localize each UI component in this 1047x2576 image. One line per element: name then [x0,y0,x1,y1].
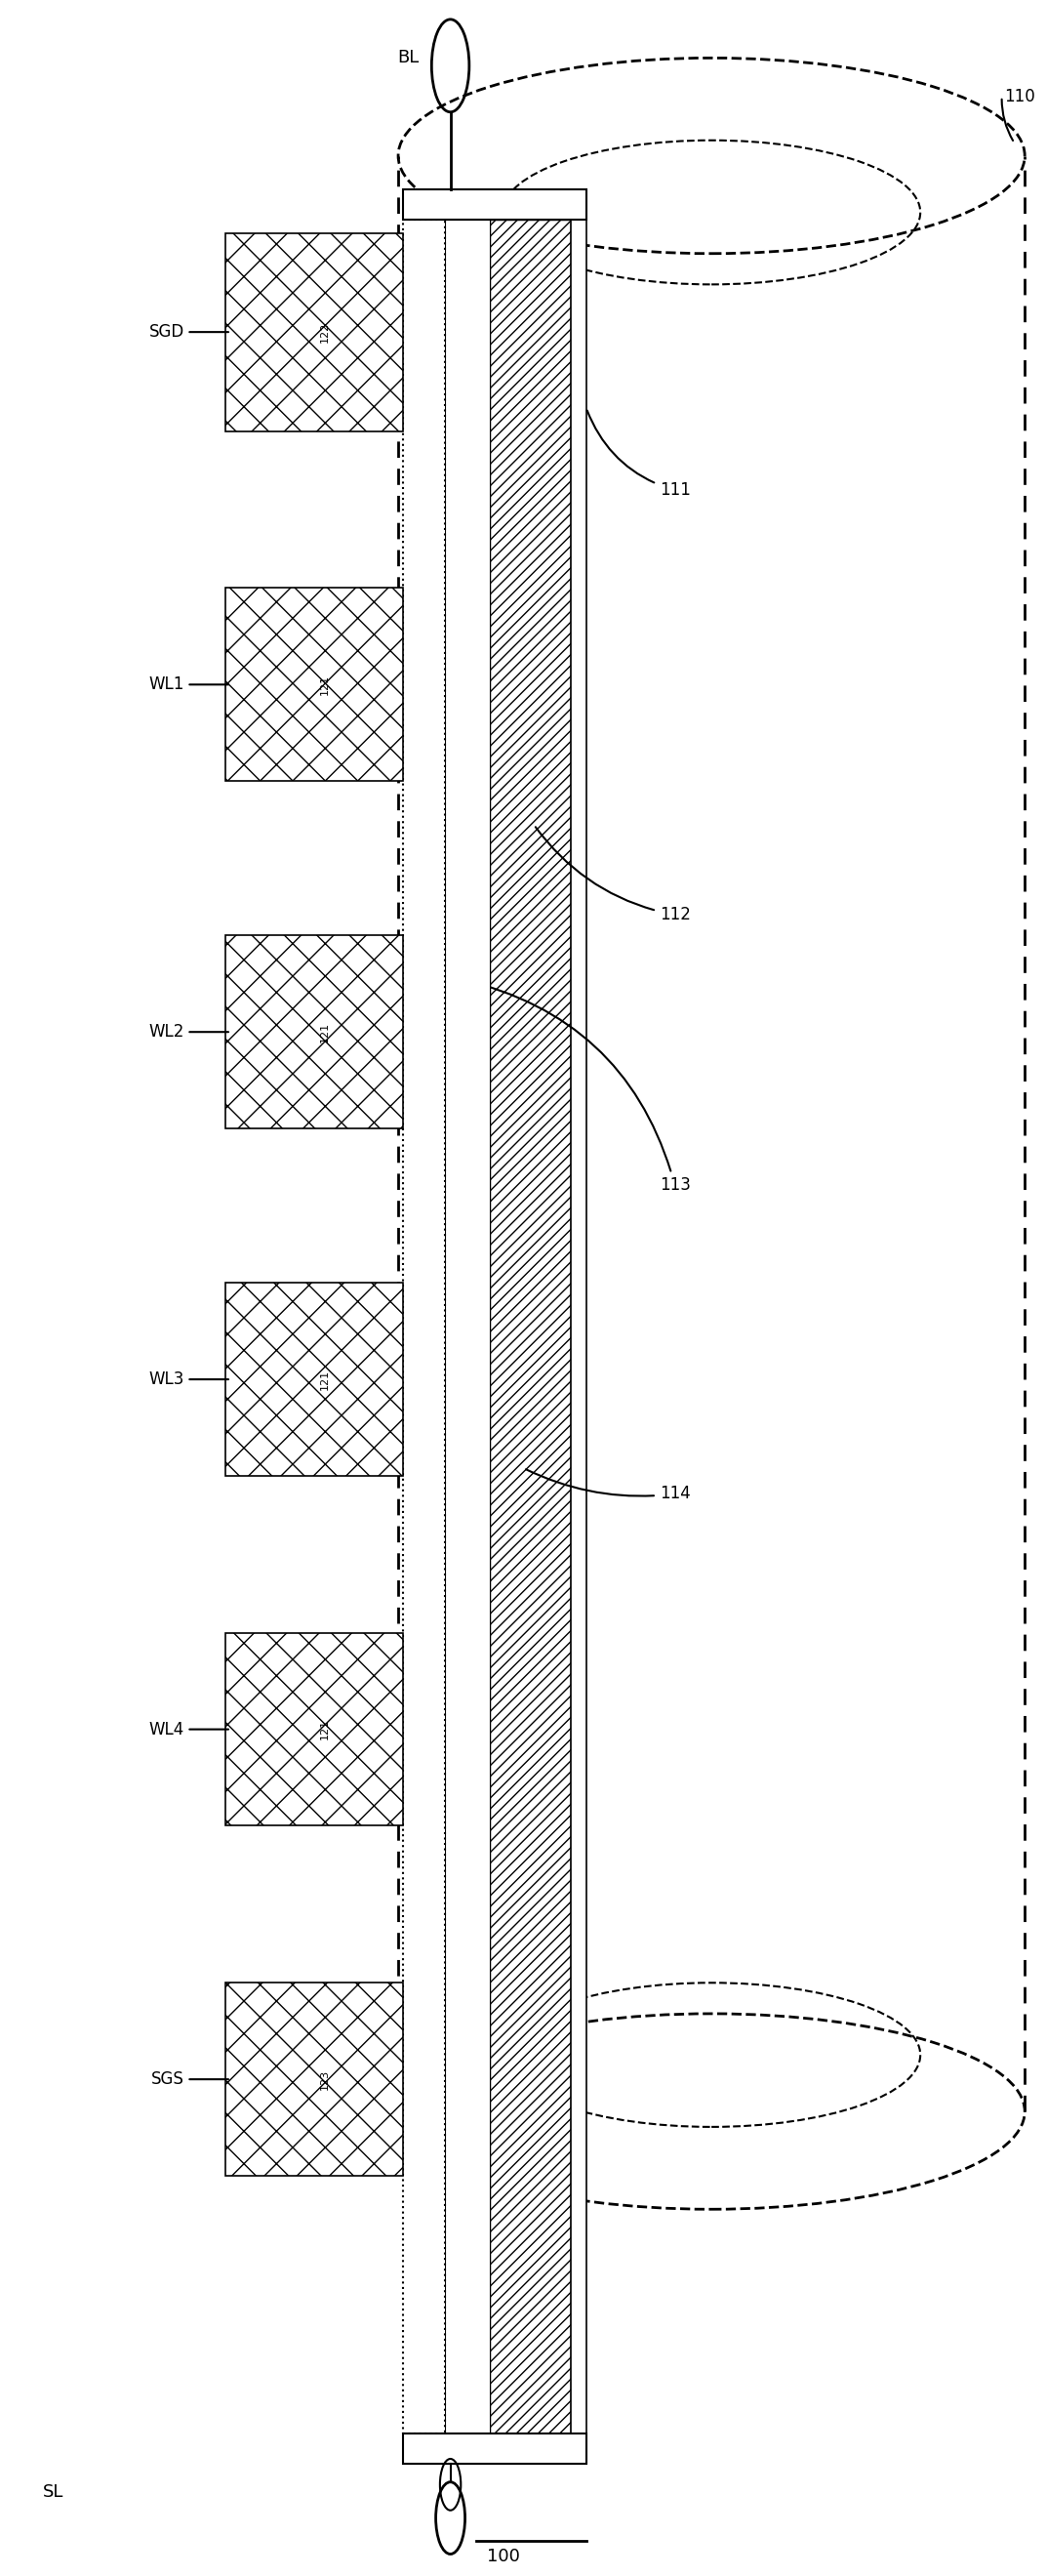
Bar [226,232,403,430]
Bar [403,2434,586,2465]
Text: 123: 123 [320,2069,330,2089]
Text: WL1: WL1 [149,675,228,693]
Bar [403,188,586,219]
Text: 110: 110 [1004,88,1034,106]
Text: BL: BL [398,49,419,67]
Text: 114: 114 [526,1468,690,1502]
Bar [226,1633,403,1826]
Text: 112: 112 [535,827,690,925]
Bar [445,219,490,2434]
Text: WL3: WL3 [149,1370,228,1388]
Bar [226,1283,403,1476]
Text: 113: 113 [464,979,690,1193]
Text: 111: 111 [587,410,690,500]
Bar [403,219,445,2434]
Text: 121: 121 [320,675,330,696]
Text: 122: 122 [320,322,330,343]
Text: 100: 100 [487,2548,520,2566]
Text: WL2: WL2 [149,1023,228,1041]
Bar [226,1984,403,2177]
Text: 121: 121 [320,1023,330,1043]
Text: 121: 121 [320,1368,330,1388]
Text: 121: 121 [320,1718,330,1739]
Bar [490,219,571,2434]
Bar [226,935,403,1128]
Text: SGS: SGS [151,2071,228,2089]
Bar [571,219,586,2434]
Bar [226,587,403,781]
Text: SL: SL [43,2483,64,2501]
Text: WL4: WL4 [149,1721,228,1739]
Text: SGD: SGD [149,322,228,340]
